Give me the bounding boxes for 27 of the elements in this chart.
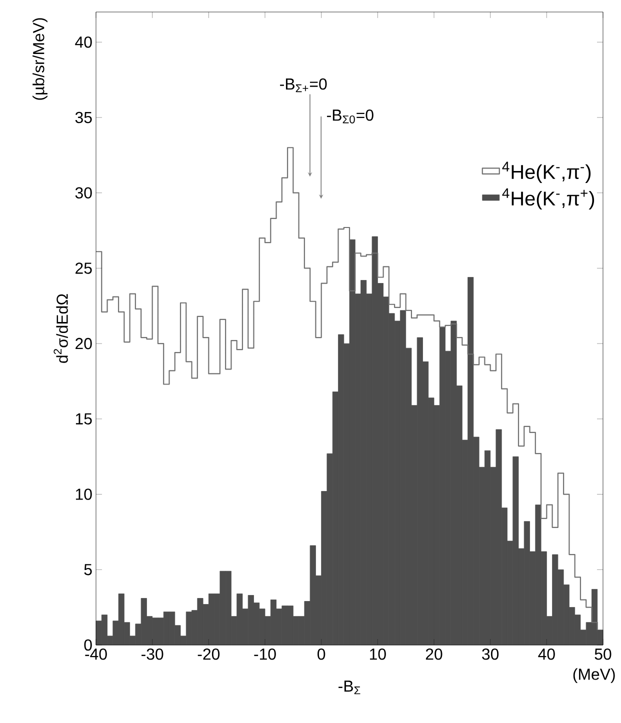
x-tick-label: 0 <box>318 648 326 660</box>
y-tick-label: 35 <box>75 112 92 124</box>
text: (µb/sr/MeV) <box>32 18 48 100</box>
y-tick-label: 25 <box>76 262 92 274</box>
annotation: -B$_{Σ0}$=0 <box>327 110 374 124</box>
x-tick-label: 50 <box>594 648 612 660</box>
y-tick-label: 5 <box>84 564 92 576</box>
annotation: -B$_{Σ+}$=0 <box>280 78 327 92</box>
y-tick-label: 10 <box>76 488 92 500</box>
y-axis-title: d$^{2}$σ/dEdΩ <box>54 294 68 363</box>
x-tick-label: 30 <box>482 648 499 660</box>
y-tick-label: 40 <box>75 36 92 48</box>
x-tick-label: 10 <box>370 648 386 660</box>
x-tick-label: -10 <box>254 648 276 660</box>
y-tick-label: 20 <box>76 338 92 350</box>
legend-label: $^{4}$He(K$^{-}$,π$^{+}$) <box>502 188 594 210</box>
x-tick-label: 20 <box>426 648 442 660</box>
x-tick-label: -20 <box>198 648 220 660</box>
y-tick-label: 15 <box>76 413 92 424</box>
text: (MeV) <box>573 668 615 684</box>
x-tick-label: 40 <box>538 648 555 660</box>
x-tick-label: -30 <box>142 648 164 660</box>
y-tick-label: 0 <box>84 639 92 651</box>
x-tick-label: -40 <box>85 648 107 660</box>
x-axis-title: -B$_{Σ}$ <box>338 680 360 694</box>
legend-label: $^{4}$He(K$^{-}$,π$^{-}$) <box>502 162 591 183</box>
y-tick-label: 30 <box>75 187 92 198</box>
